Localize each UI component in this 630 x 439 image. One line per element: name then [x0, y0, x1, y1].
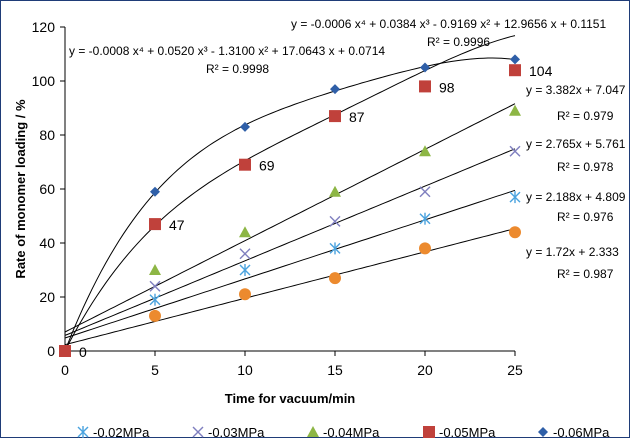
y-tick-label: 40	[39, 235, 55, 251]
y-tick-label: 80	[39, 127, 55, 143]
trendlines	[64, 35, 516, 351]
point--0.05MPa	[419, 80, 431, 93]
point-orange-series	[149, 309, 161, 322]
equation-0.02mpa: y = 2.188x + 4.809	[526, 190, 626, 204]
r2-0.02mpa: R² = 0.976	[557, 210, 614, 224]
x-tick-label: 10	[237, 362, 253, 378]
point--0.03MPa	[329, 215, 341, 227]
point--0.06MPa	[240, 121, 250, 132]
equation-0.05mpa: y = -0.0008 x⁴ + 0.0520 x³ - 1.3100 x² +…	[69, 44, 385, 58]
point--0.05MPa	[509, 64, 521, 77]
data-label-0.05mpa: 87	[349, 109, 365, 125]
point--0.02MPa	[149, 293, 161, 306]
point-orange-series	[509, 226, 521, 239]
data-label-0.05mpa: 47	[169, 217, 185, 233]
point--0.04MPa	[329, 185, 341, 197]
data-label-0.05mpa: 104	[529, 63, 553, 79]
r2-0.04mpa: R² = 0.979	[557, 109, 614, 123]
data-label-0.05mpa: 69	[259, 158, 275, 174]
legend-label: -0.02MPa	[93, 425, 150, 439]
legend-item--0.04MPa: -0.04MPa	[307, 425, 380, 439]
point--0.04MPa	[509, 104, 521, 116]
y-tick-label: 100	[32, 73, 56, 89]
trendline--0.03MPa	[64, 148, 516, 336]
y-tick-label: 60	[39, 181, 55, 197]
axes	[64, 27, 515, 352]
r2-0.06mpa: R² = 0.9996	[427, 35, 490, 49]
legend-item--0.02MPa: -0.02MPa	[77, 425, 150, 439]
legend-label: -0.05MPa	[439, 425, 496, 439]
equation-orange-series: y = 1.72x + 2.333	[526, 245, 619, 259]
r2-0.05mpa: R² = 0.9998	[206, 62, 269, 76]
point--0.02MPa	[509, 191, 521, 204]
legend-item--0.06MPa: -0.06MPa	[538, 425, 610, 439]
ticks: 0 20 40 60 80 100 120 0 5 10 15 20 25	[32, 19, 523, 378]
point--0.05MPa	[59, 345, 71, 357]
y-tick-label: 20	[39, 289, 55, 305]
legend-marker--0.02MPa	[77, 426, 89, 438]
point--0.05MPa	[329, 110, 341, 123]
point-orange-series	[419, 242, 431, 255]
point--0.02MPa	[329, 242, 341, 255]
point--0.02MPa	[239, 264, 251, 276]
legend-marker--0.05MPa	[423, 426, 435, 438]
point--0.03MPa	[239, 248, 251, 260]
markers	[59, 54, 521, 357]
point--0.06MPa	[510, 54, 520, 65]
point--0.04MPa	[239, 226, 251, 238]
equation-0.04mpa: y = 3.382x + 7.047	[526, 83, 626, 97]
legend-marker--0.04MPa	[307, 426, 319, 437]
equation-0.03mpa: y = 2.765x + 5.761	[526, 137, 626, 151]
trendline--0.02MPa	[64, 189, 516, 339]
x-tick-label: 20	[417, 362, 433, 378]
point--0.04MPa	[419, 145, 431, 157]
data-label-0.05mpa: 98	[439, 79, 455, 95]
x-axis-title: Time for vacuum/min	[225, 391, 356, 406]
trendline--0.04MPa	[64, 103, 516, 333]
point--0.02MPa	[419, 212, 431, 225]
point--0.04MPa	[149, 264, 161, 275]
point--0.06MPa	[420, 62, 430, 73]
x-tick-label: 5	[151, 362, 159, 378]
legend-marker--0.06MPa	[538, 427, 548, 437]
legend-item--0.03MPa: -0.03MPa	[192, 425, 265, 439]
data-label-0.05mpa: 0	[79, 344, 87, 360]
x-tick-label: 25	[507, 362, 523, 378]
legend-item--0.05MPa: -0.05MPa	[423, 425, 496, 439]
x-tick-label: 15	[327, 362, 343, 378]
legend: -0.02MPa -0.03MPa -0.04MPa -0.05MPa -0.06MPa	[77, 425, 610, 439]
point--0.03MPa	[149, 280, 161, 292]
legend-marker--0.03MPa	[192, 426, 204, 438]
x-tick-label: 0	[61, 362, 69, 378]
point--0.05MPa	[239, 158, 251, 171]
legend-label: -0.03MPa	[208, 425, 265, 439]
point-orange-series	[329, 272, 341, 285]
y-tick-label: 120	[32, 19, 56, 35]
legend-label: -0.04MPa	[323, 425, 380, 439]
y-axis-title: Rate of monomer loading / %	[13, 99, 28, 279]
r2-0.03mpa: R² = 0.978	[557, 160, 614, 174]
r2-orange-series: R² = 0.987	[557, 267, 614, 281]
legend-label: -0.06MPa	[553, 425, 610, 439]
point--0.06MPa	[330, 84, 340, 95]
point--0.03MPa	[509, 145, 521, 157]
point--0.06MPa	[150, 186, 160, 197]
data-labels: 0 47 69 87 98 104	[79, 63, 553, 360]
y-tick-label: 0	[47, 343, 55, 359]
point--0.03MPa	[419, 186, 431, 198]
equation-0.06mpa: y = -0.0006 x⁴ + 0.0384 x³ - 0.9169 x² +…	[291, 17, 606, 31]
trendline-orange-series	[64, 228, 516, 346]
point-orange-series	[239, 288, 251, 301]
trendline--0.06MPa	[64, 35, 516, 351]
point--0.05MPa	[149, 218, 161, 231]
